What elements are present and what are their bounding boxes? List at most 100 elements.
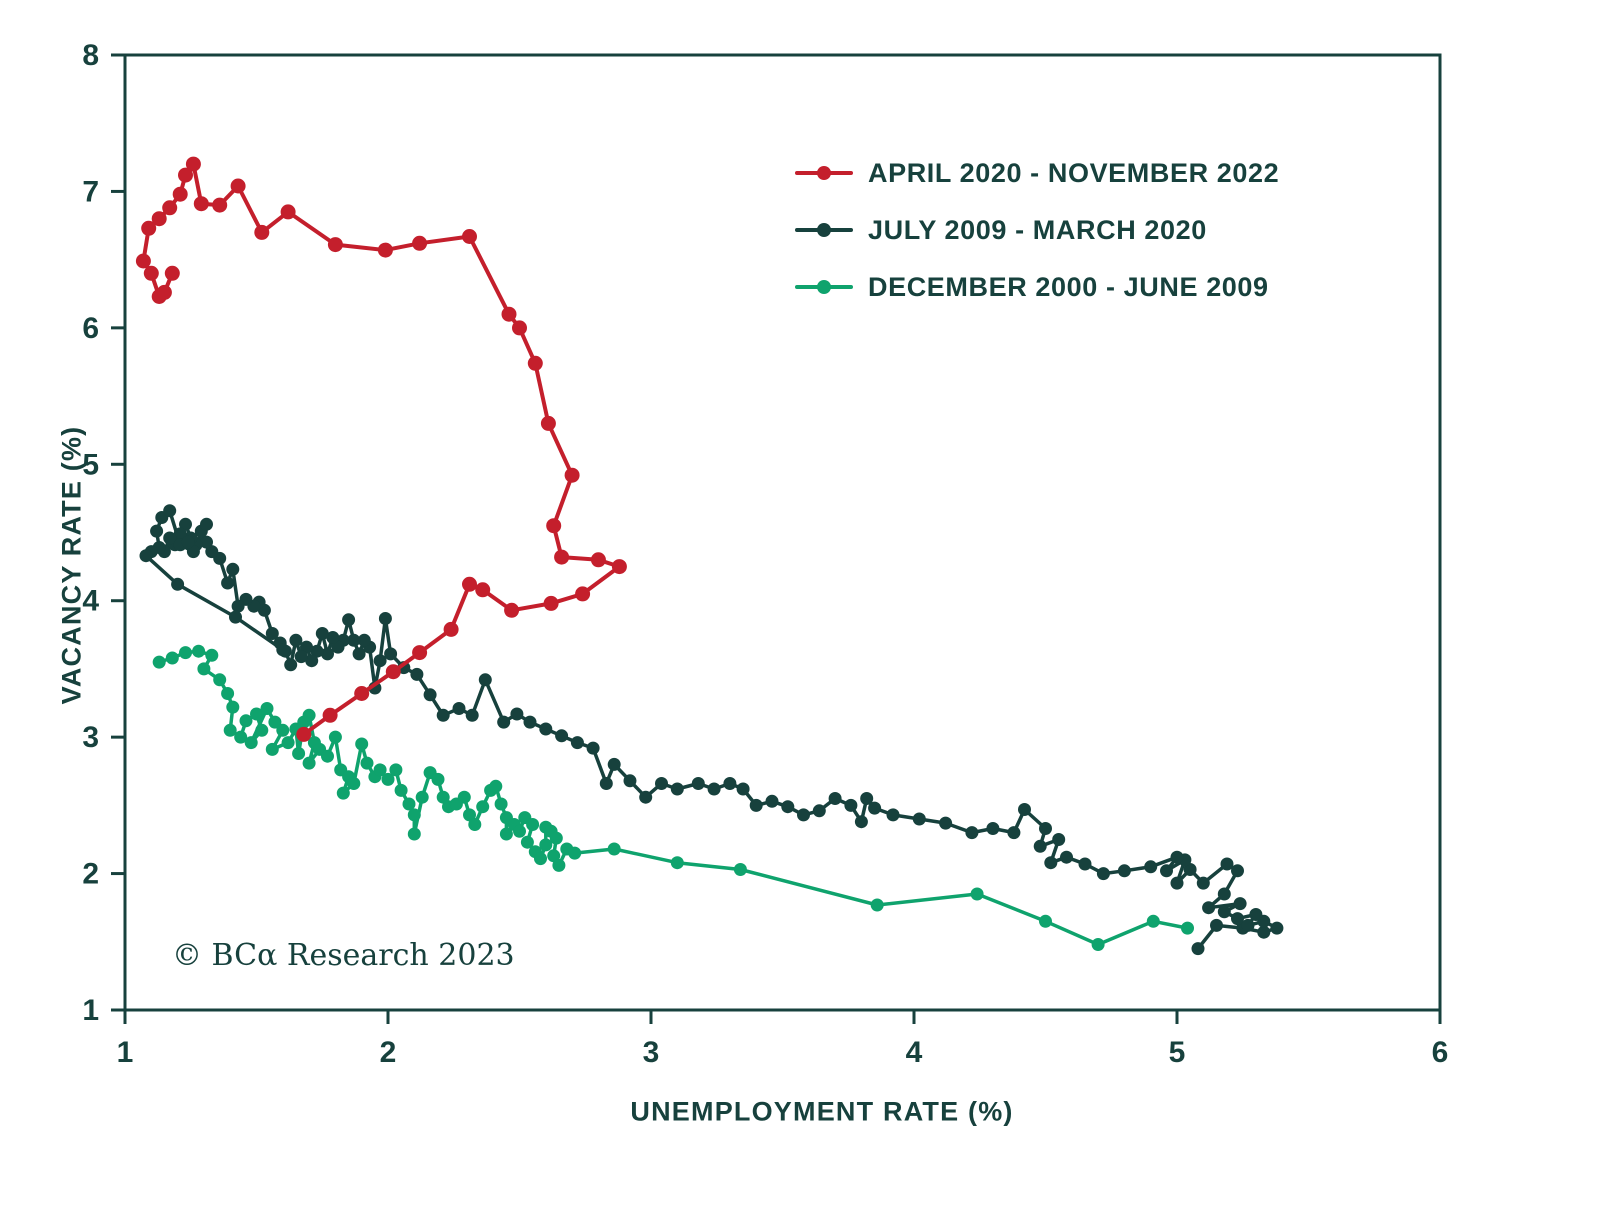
data-point [1007,826,1021,840]
data-point [510,707,524,721]
data-point [289,633,303,647]
y-axis-title: VACANCY RATE (%) [56,425,87,705]
data-point [1202,901,1216,915]
data-point [691,777,705,790]
data-point [328,730,342,744]
data-point [265,742,279,756]
data-point [223,723,237,737]
data-point [300,640,313,654]
data-point [305,654,319,668]
data-point [322,707,338,723]
data-point [260,702,274,715]
data-point [549,831,563,845]
data-point [373,654,387,668]
data-point [150,524,164,538]
data-point [185,156,201,172]
y-tick-label-4: 4 [82,585,99,618]
data-point [478,673,492,687]
data-point [1183,863,1197,876]
legend-label: APRIL 2020 - NOVEMBER 2022 [868,157,1280,188]
data-point [570,736,584,750]
data-point [226,700,240,714]
data-point [407,827,421,841]
data-point [860,792,874,805]
x-tick-label-3: 3 [643,1036,660,1069]
data-point [468,818,482,831]
data-point [1146,914,1160,928]
data-point [443,621,459,637]
data-point [347,633,361,647]
data-point [607,842,621,856]
data-point [497,715,511,729]
data-point [229,610,242,624]
data-point [1231,864,1244,878]
data-point [476,800,490,814]
data-point [965,826,979,840]
data-point [1191,942,1205,956]
data-point [1181,921,1194,935]
data-point [462,229,477,244]
legend-dot-icon [817,223,831,237]
data-point [1144,860,1158,874]
legend-marker-green [795,279,853,295]
legend-item-july-2009-march-2020: JULY 2009 - MARCH 2020 [795,213,1279,247]
data-point [178,167,193,183]
data-point [970,887,984,901]
data-point [281,736,295,750]
data-point [143,265,159,281]
data-point [250,707,263,721]
data-point [412,235,428,251]
data-point [265,627,279,640]
data-point [315,627,329,640]
data-point [586,741,600,755]
data-point [165,651,179,665]
data-point [1217,887,1231,901]
data-point [475,582,491,598]
data-point [1091,938,1105,951]
data-point [534,852,547,866]
data-point [844,798,858,812]
data-point [377,242,393,258]
data-point [749,798,763,812]
data-point [1196,876,1210,890]
data-point [465,708,479,722]
data-point [347,777,361,790]
data-point [527,355,543,371]
data-point [402,797,416,811]
data-point [520,835,534,849]
data-point [854,815,868,829]
data-point [543,595,559,611]
data-point [513,824,526,838]
data-point [292,747,306,760]
copyright-note: © BCα Research 2023 [172,938,515,973]
data-point [552,858,566,872]
data-point [163,531,177,545]
x-tick-label-5: 5 [1169,1036,1186,1069]
data-point [221,576,235,590]
series-july-2009-march-2020 [139,504,1284,956]
data-point [590,552,606,568]
data-point [212,197,228,213]
data-point [939,816,953,830]
x-tick-label-4: 4 [906,1036,923,1069]
data-point [186,545,200,559]
data-point [1096,867,1110,881]
data-point [197,662,211,676]
data-point [512,320,527,336]
data-point [431,772,445,786]
data-point [415,790,429,804]
data-point [611,559,627,575]
data-point [436,790,450,804]
data-point [321,647,334,661]
data-point [1160,864,1173,878]
legend: APRIL 2020 - NOVEMBER 2022 JULY 2009 - M… [795,156,1279,304]
data-point [239,714,253,728]
x-tick-label-1: 1 [117,1036,134,1069]
data-point [1210,918,1223,932]
data-point [670,856,684,870]
y-tick-label-3: 3 [82,721,99,754]
series-april-2020-november-2022 [135,156,627,742]
data-point [886,808,900,822]
data-point [384,647,398,661]
